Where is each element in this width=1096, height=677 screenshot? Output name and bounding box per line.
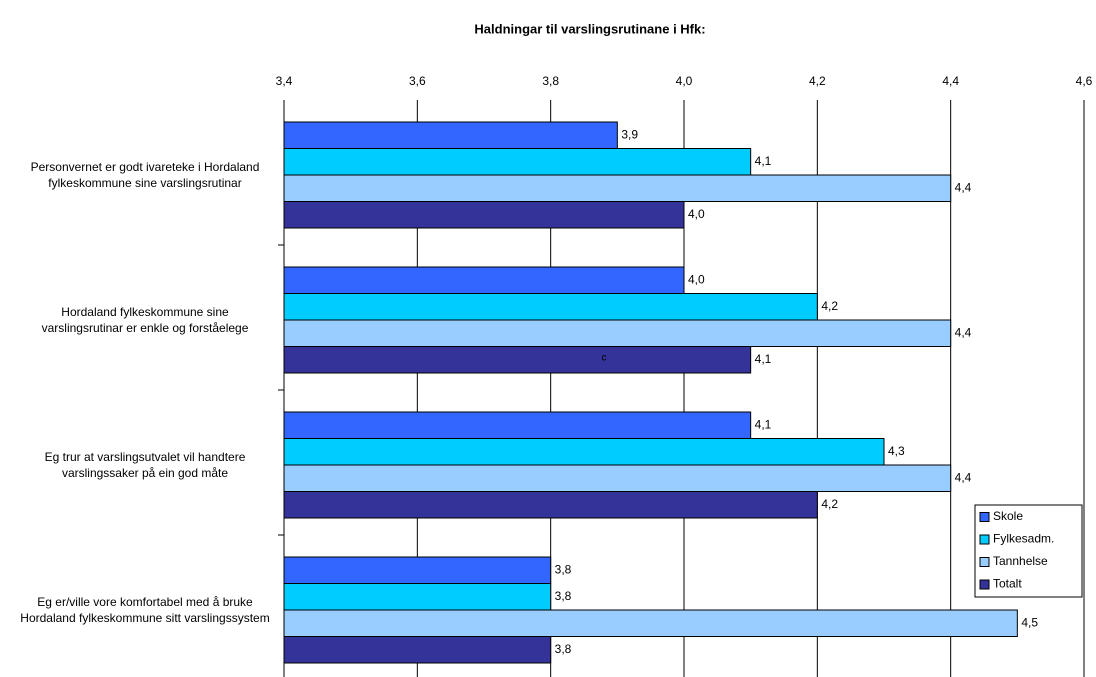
data-label: 4,4: [955, 470, 972, 484]
bar: [283, 491, 818, 519]
bar: [283, 609, 1018, 637]
x-tick-label: 4,2: [809, 74, 826, 88]
legend-label: Tannhelse: [993, 554, 1048, 568]
category-label-box: Eg er/ville vore komfortabel med å bruke…: [20, 595, 270, 625]
data-label: 4,0: [688, 272, 705, 286]
legend-swatch: [979, 557, 990, 567]
data-label: 3,9: [621, 127, 638, 141]
bar: [283, 438, 885, 466]
bar: [283, 583, 552, 611]
legend-label: Skole: [993, 509, 1023, 523]
bar: [283, 346, 752, 374]
bar: [283, 556, 552, 584]
data-label: 4,0: [688, 207, 705, 221]
bar: [283, 174, 952, 202]
data-label: 4,3: [888, 444, 905, 458]
category-label: Personvernet er godt ivareteke i Hordala…: [30, 160, 260, 190]
legend-label: Totalt: [993, 577, 1022, 591]
data-label: 4,2: [821, 497, 838, 511]
category-label-box: Personvernet er godt ivareteke i Hordala…: [30, 160, 260, 190]
x-tick-label: 4,4: [942, 74, 959, 88]
data-label: 4,1: [755, 154, 772, 168]
category-label: Hordaland fylkeskommune sine varslingsru…: [41, 305, 249, 335]
bar: [283, 201, 685, 229]
bar: [283, 636, 552, 664]
legend-swatch: [979, 579, 990, 590]
data-label: 4,4: [955, 325, 972, 339]
x-tick-label: 4,6: [1076, 74, 1093, 88]
bar: [283, 121, 618, 149]
x-tick-label: 3,8: [542, 74, 559, 88]
bar: [283, 464, 952, 492]
data-label: 3,8: [555, 642, 572, 656]
data-label: 4,4: [955, 180, 972, 194]
data-label: 3,8: [555, 562, 572, 576]
annotation: c: [602, 353, 607, 364]
bar: [283, 293, 818, 321]
data-label: 4,5: [1021, 615, 1038, 629]
legend-label: Fylkesadm.: [993, 532, 1054, 546]
x-tick-label: 4,0: [676, 74, 693, 88]
bar: [283, 148, 752, 176]
category-label-box: Eg trur at varslingsutvalet vil handtere…: [44, 450, 246, 480]
category-label: Eg trur at varslingsutvalet vil handtere…: [44, 450, 246, 480]
category-label-box: Hordaland fylkeskommune sine varslingsru…: [41, 305, 249, 335]
x-tick-label: 3,6: [409, 74, 426, 88]
category-label: Eg er/ville vore komfortabel med å bruke…: [20, 595, 270, 625]
legend-box: [974, 504, 1083, 598]
chart-title: Haldningar til varslingsrutinane i Hfk:: [474, 21, 705, 36]
x-tick-label: 3,4: [276, 74, 293, 88]
bar: [283, 319, 952, 347]
bar: [283, 266, 685, 294]
data-label: 4,1: [755, 417, 772, 431]
data-label: 3,8: [555, 589, 572, 603]
data-label: 4,1: [755, 352, 772, 366]
bar: [283, 411, 752, 439]
legend-swatch: [979, 534, 990, 545]
legend-swatch: [979, 512, 990, 522]
data-label: 4,2: [821, 299, 838, 313]
